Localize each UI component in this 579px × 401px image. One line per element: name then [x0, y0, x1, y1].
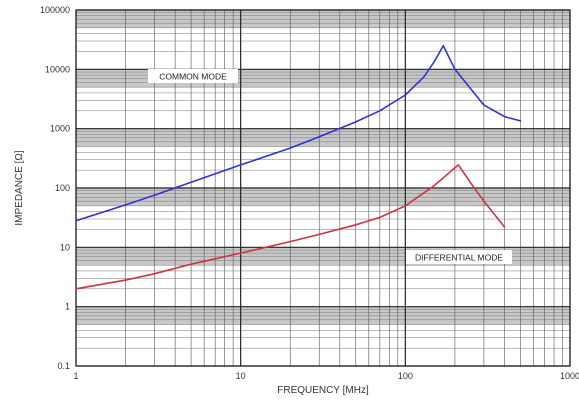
differential-mode-annotation: DIFFERENTIAL MODE	[406, 250, 512, 264]
differential-mode-label-bg	[406, 250, 512, 264]
plot-border	[75, 9, 571, 367]
common-mode-label: COMMON MODE	[159, 72, 227, 82]
x-tick-labels: 1 10 100 1000	[73, 371, 579, 381]
y-tick-label: 10000	[45, 64, 70, 74]
y-tick-label: 100000	[40, 5, 70, 15]
y-tick-label: 0.1	[57, 361, 70, 371]
y-tick-label: 1000	[50, 124, 70, 134]
common-mode-line	[75, 44, 522, 222]
y-tick-labels: 100000 10000 1000 100 10 1 0.1	[40, 5, 70, 371]
x-tick-label: 100	[398, 371, 413, 381]
y-tick-label: 1	[65, 302, 70, 312]
x-tick-label: 10	[236, 371, 246, 381]
differential-mode-line	[75, 164, 506, 290]
y-tick-label: 100	[55, 183, 70, 193]
x-tick-label: 1000	[560, 371, 579, 381]
y-axis-title: IMPEDANCE [Ω]	[14, 150, 25, 225]
differential-mode-label: DIFFERENTIAL MODE	[415, 253, 503, 263]
x-tick-label: 1	[73, 371, 78, 381]
x-axis-title: FREQUENCY [MHz]	[277, 385, 369, 396]
common-mode-annotation: COMMON MODE	[148, 69, 238, 83]
series-layer	[75, 44, 522, 290]
common-mode-label-bg	[148, 69, 238, 83]
y-tick-label: 10	[60, 242, 70, 252]
